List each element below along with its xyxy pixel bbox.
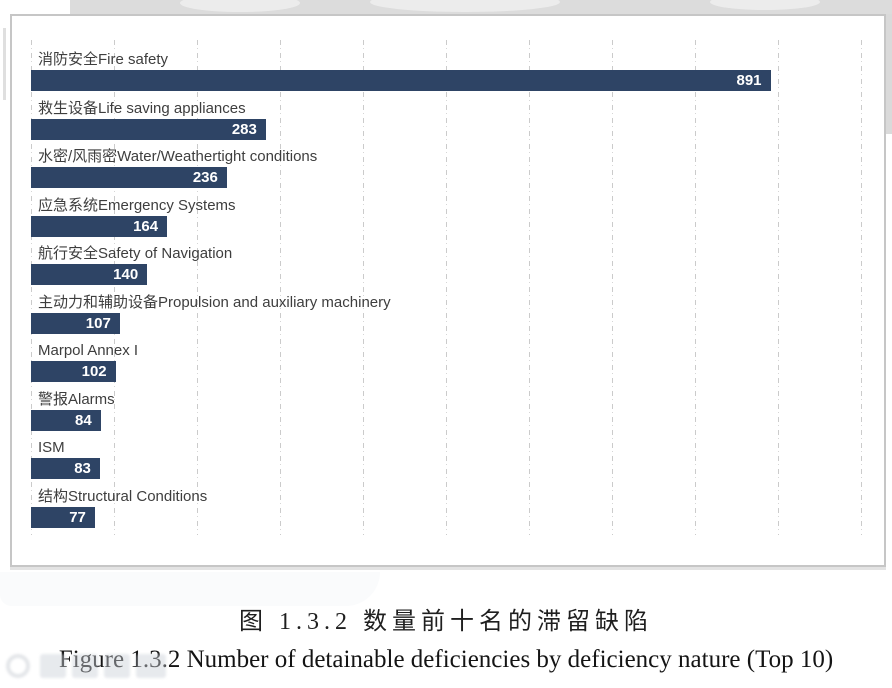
page-top-margin [70,0,892,16]
category-label: 救生设备Life saving appliances [38,99,246,117]
gridline [280,40,281,535]
gridline [529,40,530,535]
bar: 236 [31,167,227,189]
watermark-smudge [370,0,560,12]
chart-row: 主动力和辅助设备Propulsion and auxiliary machine… [31,294,861,334]
chart-row: Marpol Annex I 102 [31,342,861,383]
bar: 891 [31,70,771,91]
bar: 102 [31,361,116,383]
bar-value-label: 236 [192,169,218,187]
bar: 164 [31,215,168,237]
bar-value-label: 283 [231,120,257,138]
bar: 107 [31,312,120,334]
category-label: 水密/风雨密Water/Weathertight conditions [38,148,318,166]
category-label: 主动力和辅助设备Propulsion and auxiliary machine… [38,293,391,311]
gridline [695,40,696,535]
category-label: 应急系统Emergency Systems [38,196,236,214]
page-left-margin [3,28,6,100]
gridline [114,40,115,535]
bar-value-label: 102 [81,363,107,381]
chart-panel [10,14,886,567]
chart-row: 水密/风雨密Water/Weathertight conditions 236 [31,148,861,189]
chart-row: 航行安全Safety of Navigation 140 [31,245,861,286]
category-label: 航行安全Safety of Navigation [38,245,233,263]
bar-value-label: 107 [85,314,111,332]
gridline [861,40,862,535]
chart-row: 应急系统Emergency Systems 164 [31,197,861,237]
chart-row: 救生设备Life saving appliances 283 [31,100,861,140]
caption-english: Figure 1.3.2 Number of detainable defici… [58,646,834,673]
caption-chinese: 图 1.3.2 数量前十名的滞留缺陷 [239,609,653,635]
chart-row: ISM 83 [31,439,861,480]
watermark-smudge [180,0,300,12]
gridline [31,40,32,535]
bar-value-label: 891 [736,72,762,89]
category-label: ISM [38,439,65,457]
bar: 77 [31,507,95,529]
bar: 83 [31,458,100,480]
bar: 84 [31,409,101,431]
gridline [778,40,779,535]
category-label: 结构Structural Conditions [38,488,208,506]
category-label: 警报Alarms [38,390,115,408]
bar-value-label: 83 [74,460,91,478]
page-right-margin [886,14,892,134]
category-label: Marpol Annex I [38,342,139,360]
category-label: 消防安全Fire safety [38,51,169,68]
watermark-smudge [0,572,380,606]
plot-area: 消防安全Fire safety 891 救生设备Life saving applia… [31,40,862,535]
bar: 140 [31,264,148,286]
chart-row: 消防安全Fire safety 891 [31,51,861,91]
gridline [612,40,613,535]
bar: 283 [31,118,266,140]
bar-value-label: 84 [75,411,92,429]
bar-value-label: 140 [113,266,139,284]
watermark-smudge [710,0,820,10]
chart-row: 结构Structural Conditions 77 [31,488,861,529]
chart-row: 警报Alarms 84 [31,391,861,431]
gridline [363,40,364,535]
gridline [197,40,198,535]
bar-value-label: 164 [133,217,159,235]
gridline [446,40,447,535]
bar-value-label: 77 [69,509,86,527]
